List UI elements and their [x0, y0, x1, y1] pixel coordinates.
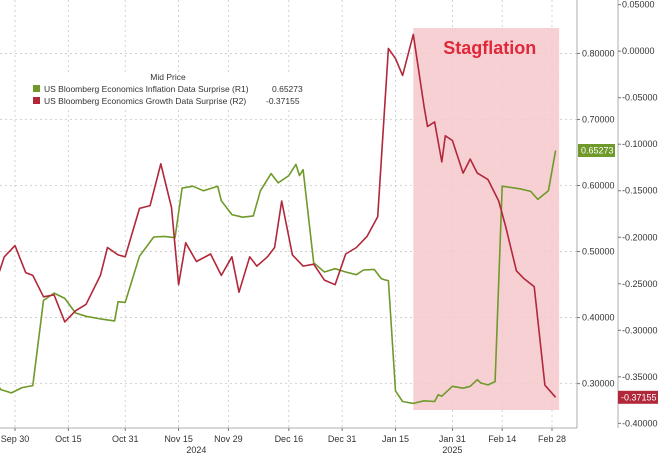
legend-swatch-growth [33, 97, 40, 104]
series-line-inflation [0, 150, 557, 405]
x-tick-label: Jan 31 [439, 434, 466, 444]
r2-tick-label: -0.30000 [622, 325, 658, 335]
series-lines [0, 33, 557, 405]
r2-tick-label: -0.15000 [622, 186, 658, 196]
right-axis-r1: 0.80000 0.70000 0.60000 0.50000 0.40000 0.300… [577, 48, 615, 389]
x-tick-label: Oct 31 [112, 434, 139, 444]
r2-tick-label: -0.40000 [622, 418, 658, 428]
last-value-tag-text: -0.37155 [621, 392, 657, 402]
last-value-labels: 0.65273 -0.37155 [578, 144, 658, 404]
legend-swatch-inflation [33, 85, 40, 92]
r2-tick-label: -0.05000 [622, 93, 658, 103]
last-value-tag: 0.65273 [578, 144, 615, 158]
last-value-tag-background [618, 390, 658, 404]
r2-tick-label: 0.05000 [622, 0, 655, 10]
legend-background [30, 72, 308, 110]
r1-tick-label: 0.70000 [582, 114, 615, 124]
x-tick-label: Jan 15 [382, 434, 409, 444]
x-tick-label: Oct 15 [55, 434, 82, 444]
legend-label-inflation: US Bloomberg Economics Inflation Data Su… [44, 84, 249, 94]
last-value-tag-background [578, 144, 615, 158]
x-tick-label: Nov 29 [214, 434, 243, 444]
stagflation-shaded-region [413, 28, 560, 410]
r1-tick-label: 0.60000 [582, 181, 615, 191]
legend: Mid Price US Bloomberg Economics Inflati… [30, 72, 308, 110]
last-value-tag: -0.37155 [618, 390, 658, 404]
legend-title: Mid Price [150, 72, 186, 82]
r2-tick-label: -0.20000 [622, 232, 658, 242]
legend-label-growth: US Bloomberg Economics Growth Data Surpr… [44, 96, 246, 106]
x-tick-label: Feb 14 [488, 434, 516, 444]
legend-value-growth: -0.37155 [266, 96, 300, 106]
legend-value-inflation: 0.65273 [272, 84, 303, 94]
r2-tick-label: -0.35000 [622, 372, 658, 382]
r1-tick-label: 0.50000 [582, 247, 615, 257]
r2-tick-label: 0.00000 [622, 46, 655, 56]
x-year-label: 2025 [442, 445, 462, 455]
x-tick-label: Dec 31 [328, 434, 357, 444]
x-tick-label: Sep 30 [1, 434, 30, 444]
r2-tick-label: -0.10000 [622, 139, 658, 149]
x-tick-label: Feb 28 [538, 434, 566, 444]
r1-tick-label: 0.30000 [582, 379, 615, 389]
r2-tick-label: -0.25000 [622, 279, 658, 289]
x-tick-label: Dec 16 [275, 434, 304, 444]
x-year-label: 2024 [186, 445, 206, 455]
x-tick-label: Nov 15 [164, 434, 193, 444]
x-axis: Sep 30 Oct 15 Oct 31 Nov 15 Nov 29 Dec 16 Dec … [0, 427, 577, 455]
stagflation-label: Stagflation [443, 38, 536, 58]
r1-tick-label: 0.80000 [582, 48, 615, 58]
right-axis-r2: 0.05000 0.00000 -0.05000 -0.10000 -0.15000 -0… [617, 0, 658, 428]
r1-tick-label: 0.40000 [582, 313, 615, 323]
last-value-tag-text: 0.65273 [581, 146, 614, 156]
series-line-growth [0, 33, 557, 398]
